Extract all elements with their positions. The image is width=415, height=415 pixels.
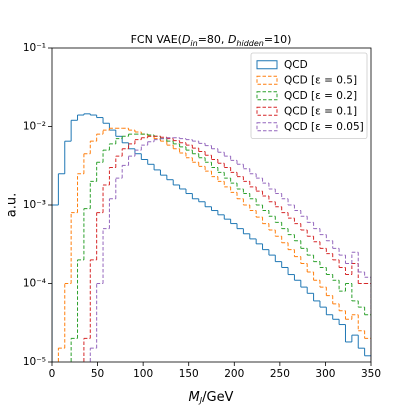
title-part: =80, [198, 33, 228, 46]
x-tick-label: 0 [49, 368, 56, 380]
x-tick-label: 200 [224, 368, 244, 380]
x-tick-label: 50 [91, 368, 104, 380]
chart-title: FCN VAE(Din=80, Dhidden=10) [131, 33, 292, 48]
legend-label: QCD [ε = 0.1] [284, 105, 357, 117]
x-tick-label: 150 [179, 368, 199, 380]
x-tick-label: 350 [361, 368, 381, 380]
legend-swatch [256, 75, 278, 85]
title-part: in [190, 39, 197, 48]
title-part: =10) [264, 33, 292, 46]
y-tick-label: 10⁻¹ [23, 42, 46, 54]
title-part: D [228, 33, 236, 46]
legend-swatch [256, 122, 278, 132]
y-axis-label: a.u. [5, 193, 20, 217]
title-part: FCN VAE( [131, 33, 182, 46]
x-tick-label: 300 [315, 368, 335, 380]
y-tick-label: 10⁻² [23, 121, 46, 133]
legend-label: QCD [ε = 0.05] [284, 121, 364, 133]
legend-box [250, 52, 368, 139]
title-part: D [182, 33, 190, 46]
y-tick-label: 10⁻⁴ [23, 278, 46, 290]
legend-swatch [256, 106, 278, 116]
legend-label: QCD [ε = 0.5] [284, 74, 357, 86]
legend-swatch [256, 91, 278, 101]
title-part: hidden [236, 39, 263, 48]
legend-label: QCD [ε = 0.2] [284, 90, 357, 102]
x-tick-label: 100 [133, 368, 153, 380]
plot-area [52, 113, 371, 362]
x-label-part: J [198, 396, 203, 405]
x-label-part: M [189, 390, 200, 405]
legend-swatch [256, 60, 278, 70]
x-label-part: /GeV [202, 390, 233, 405]
y-tick-label: 10⁻³ [23, 199, 46, 211]
x-axis-label: MJ/GeV [189, 390, 234, 405]
x-tick-label: 250 [270, 368, 290, 380]
legend-label: QCD [284, 59, 308, 71]
y-tick-label: 10⁻⁵ [23, 356, 46, 368]
